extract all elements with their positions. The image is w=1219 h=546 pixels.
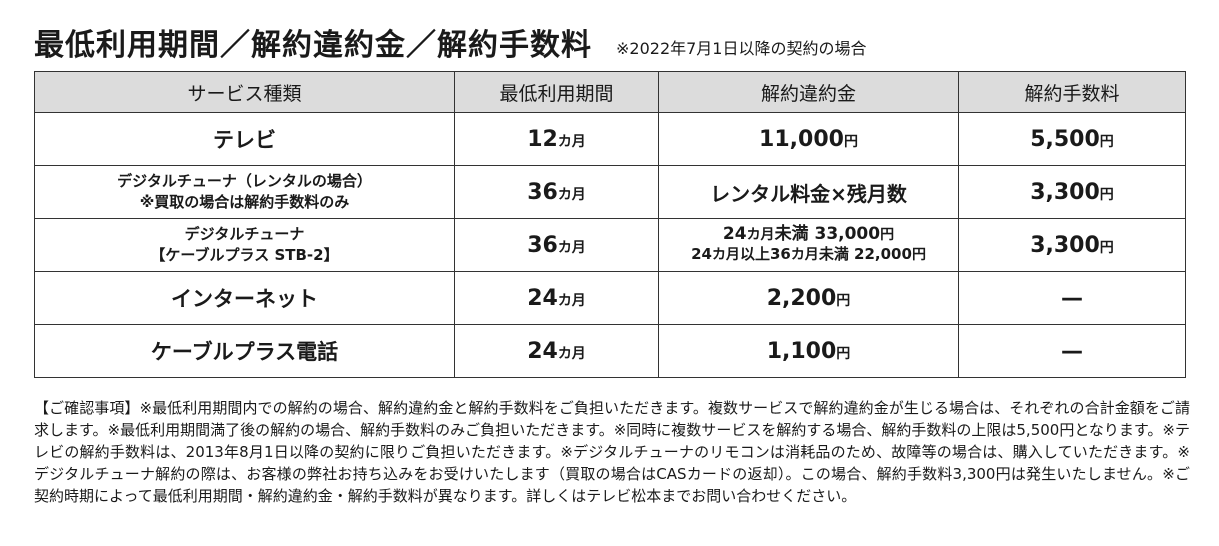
period-unit: カ月	[790, 247, 819, 263]
table-row: インターネット 24カ月 2,200円 —	[34, 271, 1186, 325]
yen-unit: 円	[836, 292, 851, 309]
service-name-line1: デジタルチューナ	[184, 225, 305, 243]
period-number: 24	[527, 285, 558, 311]
service-name: インターネット	[34, 271, 455, 325]
minimum-period: 24カ月	[454, 324, 659, 378]
period-unit: カ月	[711, 247, 740, 263]
yen-unit: 円	[880, 227, 895, 243]
table-row: ケーブルプラス電話 24カ月 1,100円 —	[34, 324, 1186, 378]
cancellation-penalty: 11,000円	[658, 112, 959, 166]
header-service-type: サービス種類	[34, 71, 455, 113]
terms-notes: 【ご確認事項】※最低利用期間内での解約の場合、解約違約金と解約手数料をご負担いた…	[34, 399, 1190, 505]
period-unit: カ月	[746, 227, 775, 243]
period-number: 36	[527, 179, 558, 205]
fee-table: サービス種類 最低利用期間 解約違約金 解約手数料 テレビ 12カ月 11,00…	[34, 71, 1186, 378]
service-name-line1: デジタルチューナ（レンタルの場合）	[117, 172, 372, 190]
period-number: 24	[527, 338, 558, 364]
penalty-condition: 未満	[818, 245, 855, 263]
minimum-period: 12カ月	[454, 112, 659, 166]
minimum-period: 36カ月	[454, 218, 659, 272]
cancellation-fee: 5,500円	[958, 112, 1186, 166]
service-name-line2: 【ケーブルプラス STB-2】	[150, 246, 339, 264]
period-number: 36	[527, 232, 558, 258]
minimum-period: 36カ月	[454, 165, 659, 219]
period-unit: カ月	[557, 292, 586, 309]
penalty-amount: 33,000	[814, 224, 881, 244]
yen-unit: 円	[836, 345, 851, 362]
service-name: ケーブルプラス電話	[34, 324, 455, 378]
date-note: ※2022年7月1日以降の契約の場合	[616, 39, 867, 58]
header-cancellation-penalty: 解約違約金	[658, 71, 959, 113]
cancellation-penalty: 2,200円	[658, 271, 959, 325]
page-title: 最低利用期間／解約違約金／解約手数料	[34, 28, 592, 63]
cancellation-fee: —	[958, 324, 1186, 378]
period-number: 12	[527, 126, 558, 152]
penalty-amount: 22,000	[854, 245, 912, 263]
penalty-line-2: 24カ月以上36カ月未満 22,000円	[659, 245, 958, 265]
penalty-condition: 以上36	[739, 245, 791, 263]
penalty-months: 24	[722, 224, 747, 244]
yen-unit: 円	[843, 133, 858, 150]
penalty-amount: 11,000	[759, 126, 844, 152]
table-row: テレビ 12カ月 11,000円 5,500円	[34, 112, 1186, 166]
yen-unit: 円	[1099, 186, 1114, 203]
cancellation-fee: 3,300円	[958, 165, 1186, 219]
service-name: デジタルチューナ（レンタルの場合） ※買取の場合は解約手数料のみ	[34, 165, 455, 219]
fee-amount: 5,500	[1030, 126, 1100, 152]
service-name: テレビ	[34, 112, 455, 166]
cancellation-penalty: レンタル料金×残月数	[658, 165, 959, 219]
yen-unit: 円	[1099, 133, 1114, 150]
header-cancellation-fee: 解約手数料	[958, 71, 1186, 113]
penalty-condition: 未満	[774, 224, 815, 244]
penalty-line-1: 24カ月未満 33,000円	[659, 225, 958, 245]
fee-amount: 3,300	[1030, 232, 1100, 258]
cancellation-penalty: 24カ月未満 33,000円 24カ月以上36カ月未満 22,000円	[658, 218, 959, 272]
cancellation-penalty: 1,100円	[658, 324, 959, 378]
service-name-line2: ※買取の場合は解約手数料のみ	[139, 193, 350, 211]
cancellation-fee: —	[958, 271, 1186, 325]
yen-unit: 円	[1099, 239, 1114, 256]
fee-amount: 3,300	[1030, 179, 1100, 205]
period-unit: カ月	[557, 186, 586, 203]
table-row: デジタルチューナ 【ケーブルプラス STB-2】 36カ月 24カ月未満 33,…	[34, 218, 1186, 272]
title-row: 最低利用期間／解約違約金／解約手数料 ※2022年7月1日以降の契約の場合	[34, 20, 867, 64]
table-header-row: サービス種類 最低利用期間 解約違約金 解約手数料	[34, 71, 1186, 113]
penalty-amount: 1,100	[766, 338, 837, 364]
yen-unit: 円	[911, 247, 926, 263]
table-row: デジタルチューナ（レンタルの場合） ※買取の場合は解約手数料のみ 36カ月 レン…	[34, 165, 1186, 219]
period-unit: カ月	[557, 133, 586, 150]
penalty-amount: 2,200	[766, 285, 837, 311]
period-unit: カ月	[557, 239, 586, 256]
cancellation-fee: 3,300円	[958, 218, 1186, 272]
header-minimum-period: 最低利用期間	[454, 71, 659, 113]
minimum-period: 24カ月	[454, 271, 659, 325]
penalty-months: 24	[691, 245, 712, 263]
service-name: デジタルチューナ 【ケーブルプラス STB-2】	[34, 218, 455, 272]
period-unit: カ月	[557, 345, 586, 362]
